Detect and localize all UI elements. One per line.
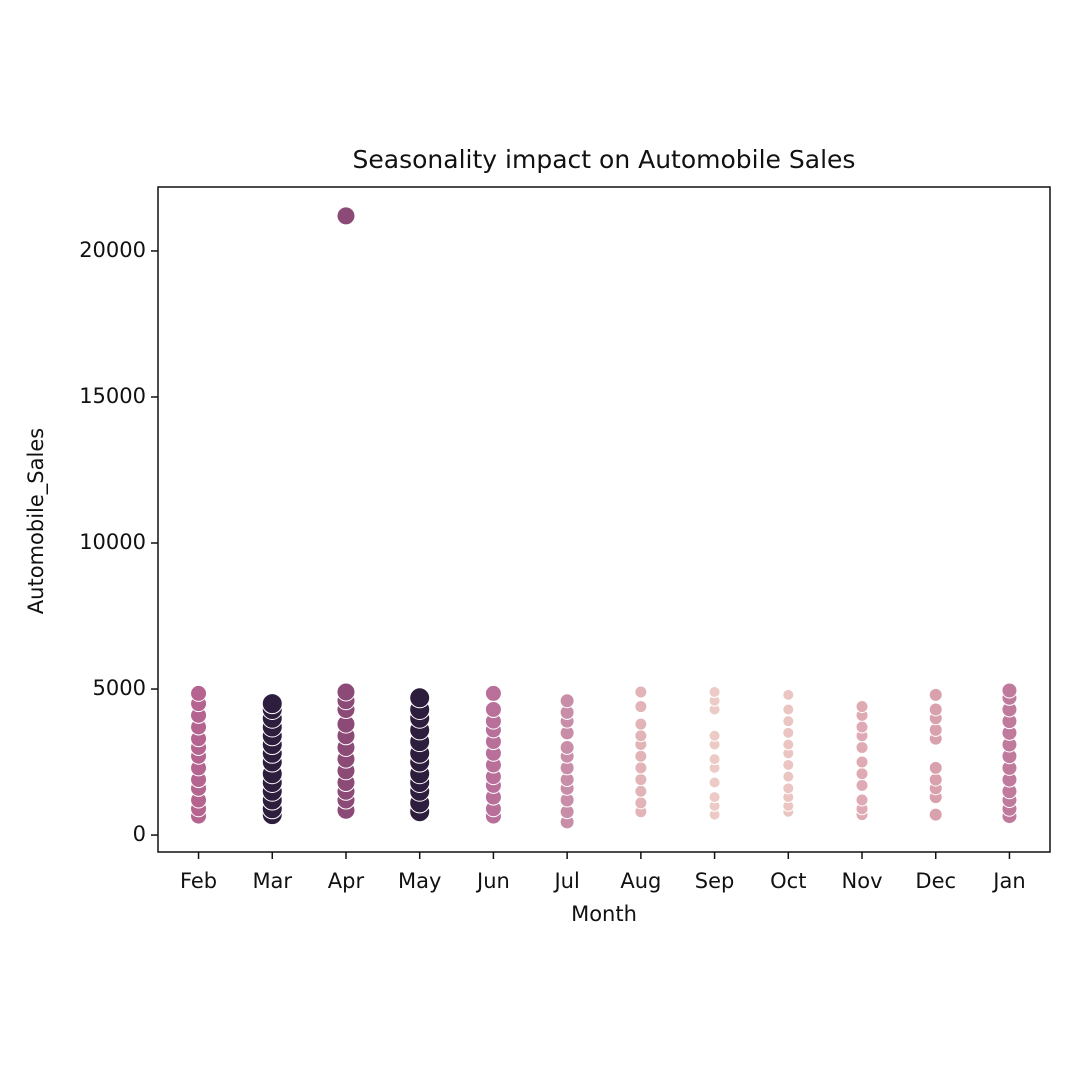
- point: [261, 693, 283, 715]
- x-tick-label: Nov: [842, 869, 883, 893]
- point: [409, 687, 431, 709]
- point: [855, 793, 869, 807]
- x-tick-label: Aug: [620, 869, 661, 893]
- point: [708, 791, 721, 804]
- point: [634, 717, 648, 731]
- point: [634, 773, 648, 787]
- chart-title: Seasonality impact on Automobile Sales: [353, 145, 856, 174]
- x-tick-label: Mar: [252, 869, 292, 893]
- x-tick-label: Jul: [552, 869, 579, 893]
- point: [782, 770, 795, 783]
- point: [928, 687, 943, 702]
- point: [634, 796, 648, 810]
- point: [1001, 682, 1018, 699]
- point: [484, 700, 502, 718]
- point: [928, 760, 943, 775]
- plot-frame: [157, 186, 1051, 853]
- point: [634, 729, 648, 743]
- point: [708, 776, 721, 789]
- x-tick-label: Oct: [770, 869, 806, 893]
- y-tick-label: 5000: [93, 676, 146, 700]
- x-axis-label: Month: [571, 902, 637, 926]
- x-tick-label: Dec: [915, 869, 956, 893]
- point: [855, 767, 869, 781]
- point: [855, 700, 869, 714]
- point: [336, 206, 356, 226]
- point: [708, 729, 721, 742]
- y-tick-label: 10000: [79, 530, 146, 554]
- point: [855, 778, 869, 792]
- point: [855, 720, 869, 734]
- point: [928, 807, 943, 822]
- point: [634, 761, 648, 775]
- point: [855, 740, 869, 754]
- x-tick-label: Feb: [180, 869, 217, 893]
- point: [855, 755, 869, 769]
- point: [484, 684, 502, 702]
- x-tick-label: Jun: [475, 869, 510, 893]
- point: [634, 749, 648, 763]
- point: [782, 758, 795, 771]
- x-tick-label: Sep: [695, 869, 735, 893]
- point: [782, 715, 795, 728]
- point: [782, 738, 795, 751]
- point: [708, 685, 721, 698]
- point: [928, 772, 943, 787]
- point: [708, 753, 721, 766]
- point: [190, 684, 208, 702]
- y-tick-label: 15000: [79, 384, 146, 408]
- point: [559, 739, 575, 755]
- x-tick-label: Jan: [991, 869, 1025, 893]
- x-tick-label: May: [398, 869, 441, 893]
- x-tick-label: Apr: [328, 869, 365, 893]
- point: [336, 682, 356, 702]
- point: [782, 726, 795, 739]
- point: [782, 703, 795, 716]
- point: [782, 688, 795, 701]
- point: [559, 693, 575, 709]
- y-tick-label: 0: [133, 822, 146, 846]
- point: [928, 722, 943, 737]
- y-axis-label: Automobile_Sales: [24, 428, 49, 614]
- point: [928, 702, 943, 717]
- point: [634, 784, 648, 798]
- point: [782, 782, 795, 795]
- y-tick-label: 20000: [79, 238, 146, 262]
- point: [634, 685, 648, 699]
- point: [634, 700, 648, 714]
